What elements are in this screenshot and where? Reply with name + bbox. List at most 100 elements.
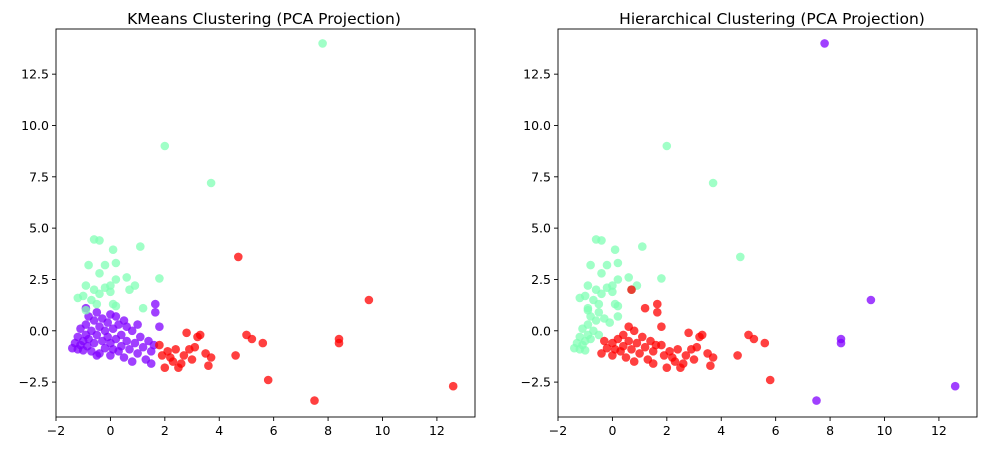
data-point [583,303,593,313]
data-point [448,381,458,391]
data-point [605,318,614,327]
data-point [619,330,628,340]
data-point [100,343,110,353]
data-point [258,338,268,348]
y-tick-label: 12.5 [523,67,551,82]
data-point [111,275,121,284]
data-point [836,338,846,348]
data-point [179,351,189,360]
data-point [136,332,145,342]
data-point [613,258,623,268]
data-point [334,338,344,348]
y-tick-label: 10.0 [523,118,551,133]
data-point [130,281,140,290]
data-point [103,318,112,327]
data-point [662,363,672,373]
data-point [234,252,243,262]
data-point [760,338,770,348]
axes-layer: −2 0 2 4 6 8 10 12 −2.5 0.0 2.5 5.0 7.5 10.0 12.5 [521,67,947,438]
data-point [92,308,102,317]
x-tick-label: 0 [608,423,616,438]
data-point [136,242,145,251]
data-point [111,301,121,311]
data-point [613,312,623,321]
data-point [81,305,91,315]
x-tick-label: −2 [549,423,567,438]
data-point [621,353,631,362]
data-point [583,281,593,290]
y-tick-label: 0.0 [29,323,49,338]
y-tick-label: 2.5 [531,272,551,287]
data-point [629,326,639,336]
data-point [122,273,131,282]
data-point [640,342,650,352]
data-point [89,338,99,348]
data-point [204,361,213,371]
kmeans-scatter-plot: KMeans Clustering (PCA Projection) −2 0 2 4… [19,10,476,438]
data-point [697,330,707,340]
data-point [653,308,662,317]
data-point [765,375,775,385]
data-point [608,287,617,297]
data-point [166,353,175,362]
x-tick-label: 10 [877,423,893,438]
data-point [594,330,604,340]
data-point [151,308,160,317]
data-point [119,353,129,362]
data-point [668,353,677,362]
data-point [92,330,102,340]
data-point [89,316,99,325]
plot-frame [557,28,978,418]
data-point [100,260,110,270]
x-tick-label: 6 [772,423,780,438]
data-point [106,287,115,297]
data-point [733,351,742,360]
data-point [627,285,636,295]
data-point [594,308,604,317]
chart-title: KMeans Clustering (PCA Projection) [127,10,401,28]
data-point [133,320,142,329]
data-point [160,363,170,373]
data-point [624,336,633,346]
data-point [638,242,647,251]
x-tick-label: −2 [47,423,65,438]
data-point [171,345,180,354]
data-point [638,332,647,342]
data-point [106,310,115,319]
y-tick-label: 0.0 [531,323,551,338]
x-tick-label: 2 [663,423,671,438]
data-point [597,349,606,358]
x-tick-label: 4 [717,423,725,438]
data-point [812,396,821,405]
chart-title: Hierarchical Clustering (PCA Projection) [619,10,925,28]
x-tick-label: 8 [826,423,834,438]
data-point [950,381,960,391]
data-point [187,355,197,364]
data-point [111,258,121,268]
data-point [627,345,636,354]
x-tick-label: 6 [270,423,278,438]
x-tick-label: 12 [931,423,947,438]
data-point [125,345,134,354]
hierarchical-scatter-plot: Hierarchical Clustering (PCA Projection)… [521,10,978,438]
data-point [127,357,137,366]
data-point [591,316,601,325]
data-point [117,330,126,340]
data-point [138,342,148,352]
data-point [95,289,104,299]
data-point [231,351,240,360]
data-point [708,353,718,362]
data-point [602,260,612,270]
points-layer [68,39,458,405]
data-point [613,275,623,284]
data-point [678,359,688,368]
y-tick-label: 7.5 [531,169,551,184]
data-point [92,351,102,360]
data-point [206,353,216,362]
data-point [749,334,759,344]
x-tick-label: 10 [375,423,391,438]
data-point [580,346,590,355]
data-point [629,357,639,366]
data-point [653,299,662,309]
data-point [692,342,702,352]
